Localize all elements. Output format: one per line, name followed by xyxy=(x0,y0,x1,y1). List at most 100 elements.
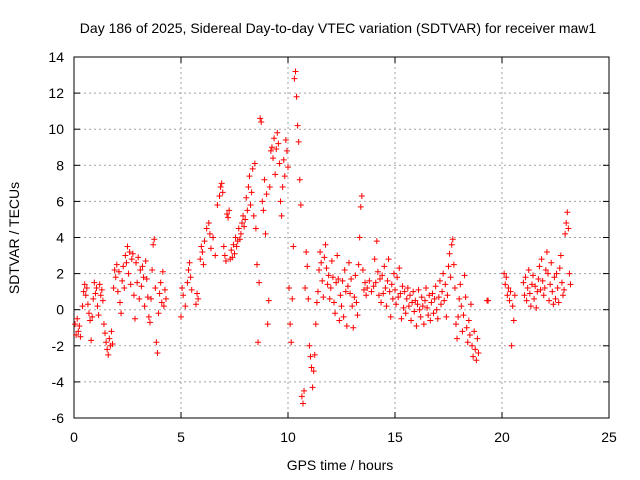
data-point xyxy=(397,290,404,297)
data-point xyxy=(222,257,229,264)
data-point xyxy=(214,202,221,209)
data-point xyxy=(279,183,286,190)
data-point xyxy=(253,261,260,268)
data-point xyxy=(462,294,469,301)
data-point xyxy=(504,292,511,299)
axis-ticks: 0 5 10 15 20 25 -6 -4 -2 0 2 4 6 8 10 12 14 xyxy=(48,49,617,445)
data-point xyxy=(293,93,300,100)
data-point xyxy=(337,292,344,299)
data-point xyxy=(402,310,409,317)
data-point xyxy=(444,292,451,299)
data-point xyxy=(274,129,281,136)
data-point xyxy=(392,286,398,293)
data-point xyxy=(438,301,445,308)
data-point xyxy=(155,310,162,317)
data-point xyxy=(546,297,553,304)
data-point xyxy=(333,279,340,286)
data-point xyxy=(563,220,570,227)
data-point xyxy=(339,277,346,284)
data-point xyxy=(344,283,351,290)
data-point xyxy=(448,241,455,248)
data-point xyxy=(505,285,512,292)
data-point xyxy=(471,328,478,335)
data-point xyxy=(426,292,433,299)
data-point xyxy=(273,146,280,153)
data-point xyxy=(229,254,236,261)
data-point xyxy=(90,295,97,302)
data-point xyxy=(409,299,416,306)
data-point xyxy=(323,265,330,272)
data-point xyxy=(508,342,515,349)
data-point xyxy=(566,270,573,277)
data-point xyxy=(360,286,367,293)
data-point xyxy=(540,292,547,299)
data-point xyxy=(249,165,256,172)
data-point xyxy=(206,230,213,237)
x-tick-label: 20 xyxy=(494,429,510,445)
y-tick-label: 8 xyxy=(56,157,64,173)
data-point xyxy=(115,268,122,275)
data-point xyxy=(338,303,345,310)
data-point xyxy=(439,288,446,295)
data-point xyxy=(335,276,342,283)
data-point xyxy=(390,270,397,277)
data-point xyxy=(264,321,271,328)
data-point xyxy=(232,234,239,241)
data-point xyxy=(217,183,224,190)
data-point xyxy=(470,353,477,360)
data-point xyxy=(75,328,82,335)
data-point xyxy=(137,266,144,273)
data-point xyxy=(531,295,538,302)
data-point xyxy=(301,387,308,394)
data-point xyxy=(126,248,133,255)
data-point xyxy=(347,290,354,297)
data-point xyxy=(154,350,161,357)
data-point xyxy=(565,225,572,232)
data-point xyxy=(379,272,386,279)
data-point xyxy=(364,285,371,292)
data-point xyxy=(561,286,568,293)
data-point xyxy=(526,290,533,297)
data-point xyxy=(250,212,257,219)
data-point xyxy=(456,295,463,302)
data-point xyxy=(291,75,298,82)
data-point xyxy=(341,266,348,273)
data-point xyxy=(198,243,205,250)
data-point xyxy=(299,400,306,407)
data-point xyxy=(285,164,291,171)
data-point xyxy=(552,295,559,302)
data-point xyxy=(182,303,189,310)
data-point xyxy=(260,207,267,214)
data-point xyxy=(398,315,405,322)
data-point xyxy=(195,295,202,302)
data-point xyxy=(266,183,273,190)
data-point xyxy=(109,340,116,347)
x-axis-label: GPS time / hours xyxy=(287,457,394,473)
data-point xyxy=(386,288,393,295)
data-point xyxy=(349,303,356,310)
data-point xyxy=(394,274,401,281)
data-point xyxy=(77,333,84,340)
y-tick-label: 12 xyxy=(48,85,64,101)
data-point xyxy=(200,261,207,268)
data-point xyxy=(270,155,277,162)
data-point xyxy=(564,209,571,216)
data-point xyxy=(373,238,380,245)
data-point xyxy=(152,285,159,292)
data-point xyxy=(327,285,334,292)
data-point xyxy=(418,294,425,301)
data-point xyxy=(85,310,92,317)
data-point xyxy=(295,138,302,145)
data-point xyxy=(446,250,453,257)
data-point xyxy=(411,308,418,315)
data-point xyxy=(216,192,223,199)
data-point xyxy=(425,312,432,319)
data-point xyxy=(553,270,560,277)
data-point xyxy=(94,303,101,310)
data-point xyxy=(278,212,285,219)
data-point xyxy=(103,339,110,346)
data-point xyxy=(199,248,206,255)
data-point xyxy=(318,259,325,266)
data-point xyxy=(412,297,419,304)
data-point xyxy=(205,220,212,227)
